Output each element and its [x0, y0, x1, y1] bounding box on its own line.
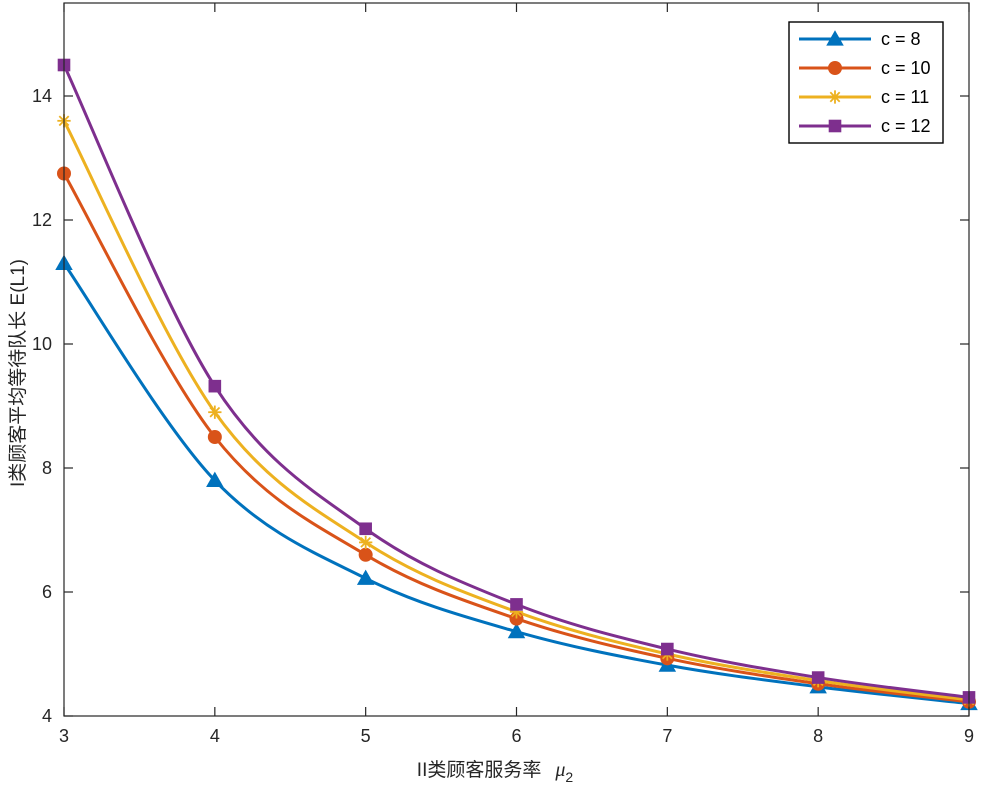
legend-label: c = 11	[881, 87, 929, 107]
legend-item-2: c = 10	[799, 58, 931, 78]
y-tick-label: 12	[32, 210, 52, 230]
y-tick-label: 4	[42, 706, 52, 726]
x-tick-label: 7	[662, 726, 672, 746]
y-axis-label: I类顾客平均等待队长 E(L1)	[7, 259, 29, 487]
series-3-point-3-stroke	[360, 537, 372, 548]
x-tick-label: 5	[361, 726, 371, 746]
legend: c = 8 c = 10 c = 11 c = 12	[788, 21, 944, 144]
legend-item-1: c = 8	[799, 29, 921, 49]
series-4-point-4	[510, 598, 523, 611]
x-tick-label: 9	[964, 726, 974, 746]
legend-box	[788, 21, 944, 144]
legend-marker	[828, 90, 842, 104]
legend-item-3: c = 11	[799, 87, 929, 107]
y-tick-label: 8	[42, 458, 52, 478]
x-axis-label-subscript: 2	[565, 769, 573, 785]
series-1-point-3	[356, 569, 375, 585]
legend-marker-stroke	[829, 91, 841, 103]
series-2-point-3	[358, 547, 373, 562]
series-2-point-2	[207, 430, 222, 444]
legend-label: c = 8	[881, 29, 921, 49]
x-axis-label: II类顾客服务率 μ2	[417, 759, 574, 785]
series-markers	[55, 58, 978, 711]
x-tick-label: 3	[59, 726, 69, 746]
x-tick-label: 4	[210, 726, 220, 746]
series-1-point-4	[507, 622, 526, 639]
legend-marker	[828, 61, 842, 75]
series-3-point-3	[359, 535, 373, 550]
x-axis-label-text: II类顾客服务率	[417, 759, 542, 781]
x-tick-label: 8	[813, 726, 823, 746]
x-tick-label: 6	[511, 726, 521, 746]
legend-label: c = 12	[881, 116, 931, 136]
legend-label: c = 10	[881, 58, 931, 78]
series-4-point-3	[359, 522, 372, 536]
legend-marker	[828, 119, 842, 133]
legend-item-4: c = 12	[799, 116, 931, 136]
y-tick-label: 14	[32, 86, 52, 106]
series-1-point-2	[206, 471, 224, 487]
series-4-point-6	[811, 671, 825, 684]
series-4-point-2	[208, 379, 222, 393]
y-tick-label: 10	[32, 334, 52, 354]
series-4-point-5	[661, 642, 674, 656]
x-axis-label-symbol: μ	[554, 759, 565, 781]
legend-marker	[826, 30, 844, 46]
series-3-point-2-stroke	[209, 406, 221, 418]
y-tick-label: 6	[42, 582, 52, 602]
series-3-point-2	[208, 405, 222, 419]
